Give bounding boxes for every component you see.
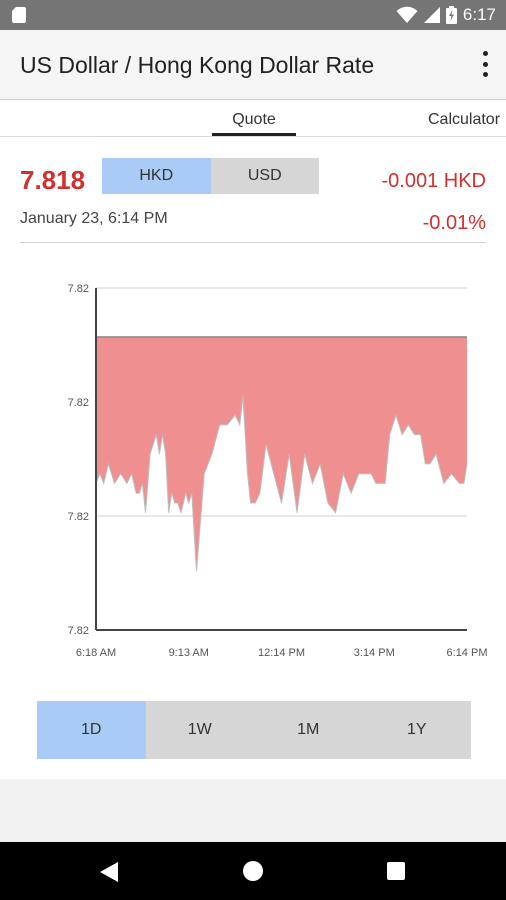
battery-icon	[445, 6, 457, 24]
wifi-icon	[396, 6, 418, 23]
chart-y-tick-label: 7.82	[68, 397, 89, 409]
back-icon[interactable]	[100, 862, 118, 882]
chart-x-tick-label: 9:13 AM	[169, 647, 209, 659]
chart-x-tick-label: 12:14 PM	[258, 647, 305, 659]
status-bar: 6:17	[0, 0, 506, 30]
cell-signal-icon	[423, 7, 440, 23]
chart-y-tick-label: 7.82	[68, 283, 89, 295]
chart-x-tick-label: 3:14 PM	[354, 647, 395, 659]
home-icon[interactable]	[243, 861, 263, 881]
range-button-1m[interactable]: 1M	[297, 721, 320, 738]
rate-change: -0.001 HKD	[381, 170, 487, 192]
tab-indicator	[212, 133, 296, 136]
quote-timestamp: January 23, 6:14 PM	[20, 210, 168, 227]
tab-quote[interactable]: Quote	[232, 111, 276, 128]
currency-button-usd[interactable]: USD	[210, 158, 319, 194]
recent-apps-icon[interactable]	[387, 862, 405, 880]
currency-button-hkd[interactable]: HKD	[102, 158, 211, 194]
range-button-1d[interactable]: 1D	[37, 701, 146, 759]
chart-series-line	[95, 395, 468, 572]
currency-toggle: HKD USD	[102, 158, 319, 194]
app-bar: US Dollar / Hong Kong Dollar Rate	[0, 30, 506, 100]
page-title: US Dollar / Hong Kong Dollar Rate	[20, 52, 375, 78]
chart-x-tick-label: 6:18 AM	[76, 647, 116, 659]
divider	[20, 242, 486, 243]
rate-chart: 7.82 7.82 7.82 7.82 6:18 AM 9:13 AM 12:14 PM 3:…	[68, 283, 488, 659]
chart-y-tick-label: 7.82	[68, 625, 89, 637]
range-button-1w[interactable]: 1W	[187, 721, 212, 738]
overflow-menu-icon[interactable]	[480, 51, 490, 77]
navigation-bar	[0, 842, 506, 900]
exchange-rate-value: 7.818	[20, 165, 86, 195]
chart-y-tick-label: 7.82	[68, 511, 89, 523]
tab-calculator[interactable]: Calculator	[428, 111, 501, 128]
chart-x-tick-label: 6:14 PM	[447, 647, 488, 659]
rate-change-percent: -0.01%	[422, 212, 486, 234]
tab-bar: Quote Calculator	[0, 100, 506, 137]
range-selector: 1D 1W 1M 1Y	[37, 701, 471, 759]
status-time: 6:17	[462, 5, 496, 24]
chart-series-area	[96, 336, 467, 572]
range-button-1y[interactable]: 1Y	[406, 721, 427, 738]
quote-panel: 7.818 HKD USD -0.001 HKD January 23, 6:1…	[0, 137, 506, 779]
sim-card-icon	[12, 7, 26, 23]
